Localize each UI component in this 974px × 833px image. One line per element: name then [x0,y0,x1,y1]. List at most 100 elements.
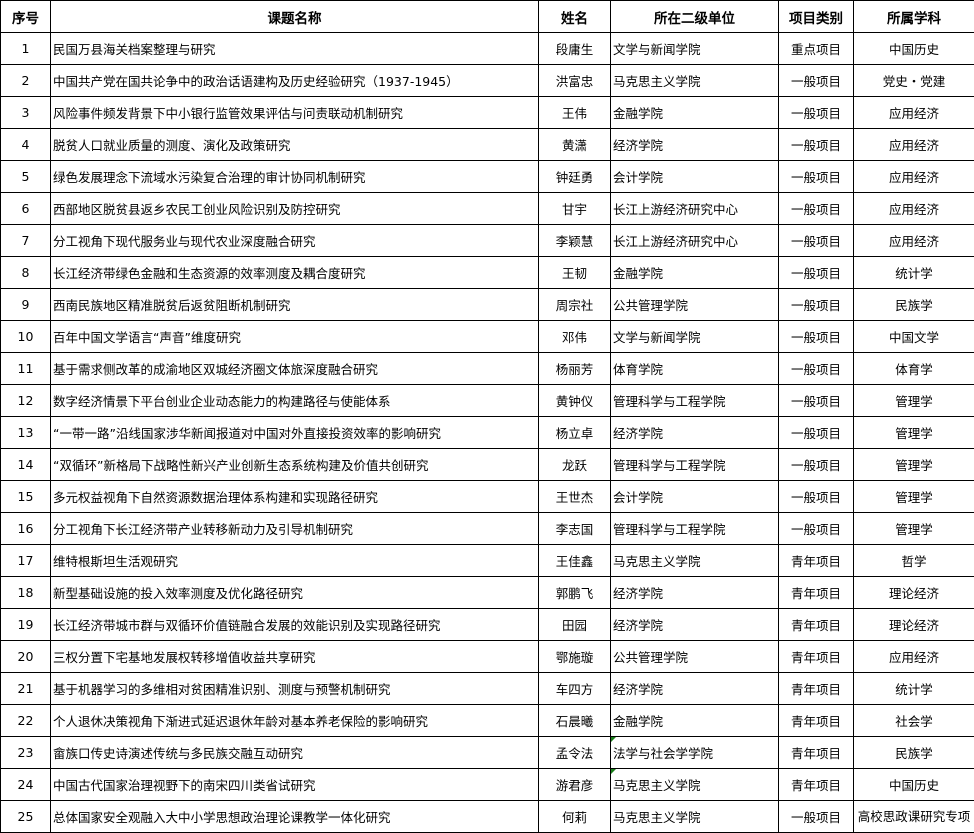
cell-title[interactable]: 中国古代国家治理视野下的南宋四川类省试研究 [50,768,539,801]
cell-subject[interactable]: 民族学 [853,288,974,321]
cell-type[interactable]: 一般项目 [778,480,854,513]
cell-unit[interactable]: 管理科学与工程学院 [610,512,779,545]
cell-type[interactable]: 一般项目 [778,384,854,417]
cell-unit[interactable]: 经济学院 [610,576,779,609]
cell-unit[interactable]: 经济学院 [610,672,779,705]
cell-title[interactable]: 多元权益视角下自然资源数据治理体系构建和实现路径研究 [50,480,539,513]
cell-name[interactable]: 游君彦 [538,768,611,801]
cell-no[interactable]: 7 [0,224,51,257]
cell-no[interactable]: 11 [0,352,51,385]
cell-type[interactable]: 青年项目 [778,736,854,769]
cell-no[interactable]: 14 [0,448,51,481]
cell-subject[interactable]: 社会学 [853,704,974,737]
cell-title[interactable]: 百年中国文学语言“声音”维度研究 [50,320,539,353]
cell-no[interactable]: 9 [0,288,51,321]
cell-no[interactable]: 6 [0,192,51,225]
cell-title[interactable]: 风险事件频发背景下中小银行监管效果评估与问责联动机制研究 [50,96,539,129]
cell-unit[interactable]: 文学与新闻学院 [610,32,779,65]
cell-unit[interactable]: 经济学院 [610,416,779,449]
cell-type[interactable]: 一般项目 [778,256,854,289]
cell-no[interactable]: 21 [0,672,51,705]
cell-subject[interactable]: 高校思政课研究专项 [853,800,974,833]
cell-unit[interactable]: 马克思主义学院 [610,768,779,801]
cell-unit[interactable]: 马克思主义学院 [610,544,779,577]
cell-subject[interactable]: 应用经济 [853,192,974,225]
cell-subject[interactable]: 中国文学 [853,320,974,353]
cell-name[interactable]: 邓伟 [538,320,611,353]
cell-type[interactable]: 一般项目 [778,416,854,449]
cell-type[interactable]: 重点项目 [778,32,854,65]
cell-name[interactable]: 郭鹏飞 [538,576,611,609]
cell-title[interactable]: 绿色发展理念下流域水污染复合治理的审计协同机制研究 [50,160,539,193]
cell-title[interactable]: 长江经济带绿色金融和生态资源的效率测度及耦合度研究 [50,256,539,289]
cell-subject[interactable]: 统计学 [853,672,974,705]
cell-no[interactable]: 25 [0,800,51,833]
cell-type[interactable]: 青年项目 [778,672,854,705]
cell-type[interactable]: 一般项目 [778,352,854,385]
cell-name[interactable]: 石晨曦 [538,704,611,737]
cell-name[interactable]: 段庸生 [538,32,611,65]
cell-no[interactable]: 3 [0,96,51,129]
cell-name[interactable]: 龙跃 [538,448,611,481]
cell-type[interactable]: 一般项目 [778,800,854,833]
cell-no[interactable]: 2 [0,64,51,97]
cell-no[interactable]: 19 [0,608,51,641]
cell-type[interactable]: 一般项目 [778,160,854,193]
cell-type[interactable]: 青年项目 [778,544,854,577]
cell-unit[interactable]: 马克思主义学院 [610,800,779,833]
cell-name[interactable]: 何莉 [538,800,611,833]
cell-title[interactable]: 分工视角下现代服务业与现代农业深度融合研究 [50,224,539,257]
cell-subject[interactable]: 管理学 [853,512,974,545]
cell-unit[interactable]: 金融学院 [610,256,779,289]
cell-title[interactable]: 维特根斯坦生活观研究 [50,544,539,577]
cell-title[interactable]: “双循环”新格局下战略性新兴产业创新生态系统构建及价值共创研究 [50,448,539,481]
cell-subject[interactable]: 理论经济 [853,576,974,609]
cell-title[interactable]: 西部地区脱贫县返乡农民工创业风险识别及防控研究 [50,192,539,225]
cell-name[interactable]: 王伟 [538,96,611,129]
cell-subject[interactable]: 管理学 [853,480,974,513]
cell-subject[interactable]: 中国历史 [853,32,974,65]
cell-name[interactable]: 黄钟仪 [538,384,611,417]
cell-name[interactable]: 车四方 [538,672,611,705]
cell-no[interactable]: 23 [0,736,51,769]
cell-no[interactable]: 24 [0,768,51,801]
cell-type[interactable]: 青年项目 [778,768,854,801]
cell-title[interactable]: 中国共产党在国共论争中的政治话语建构及历史经验研究（1937-1945） [50,64,539,97]
cell-no[interactable]: 20 [0,640,51,673]
cell-subject[interactable]: 党史・党建 [853,64,974,97]
cell-title[interactable]: 个人退休决策视角下渐进式延迟退休年龄对基本养老保险的影响研究 [50,704,539,737]
cell-subject[interactable]: 民族学 [853,736,974,769]
cell-name[interactable]: 甘宇 [538,192,611,225]
cell-name[interactable]: 钟廷勇 [538,160,611,193]
cell-no[interactable]: 22 [0,704,51,737]
cell-name[interactable]: 鄂施璇 [538,640,611,673]
cell-unit[interactable]: 经济学院 [610,608,779,641]
cell-no[interactable]: 17 [0,544,51,577]
cell-no[interactable]: 10 [0,320,51,353]
cell-type[interactable]: 一般项目 [778,224,854,257]
cell-unit[interactable]: 公共管理学院 [610,288,779,321]
cell-title[interactable]: 畲族口传史诗演述传统与多民族交融互动研究 [50,736,539,769]
cell-title[interactable]: 基于机器学习的多维相对贫困精准识别、测度与预警机制研究 [50,672,539,705]
cell-subject[interactable]: 管理学 [853,416,974,449]
cell-title[interactable]: 民国万县海关档案整理与研究 [50,32,539,65]
cell-no[interactable]: 1 [0,32,51,65]
cell-no[interactable]: 16 [0,512,51,545]
cell-unit[interactable]: 马克思主义学院 [610,64,779,97]
cell-subject[interactable]: 应用经济 [853,128,974,161]
cell-unit[interactable]: 管理科学与工程学院 [610,384,779,417]
cell-unit[interactable]: 金融学院 [610,96,779,129]
cell-type[interactable]: 青年项目 [778,640,854,673]
cell-title[interactable]: 脱贫人口就业质量的测度、演化及政策研究 [50,128,539,161]
cell-title[interactable]: 新型基础设施的投入效率测度及优化路径研究 [50,576,539,609]
cell-name[interactable]: 杨立卓 [538,416,611,449]
cell-unit[interactable]: 文学与新闻学院 [610,320,779,353]
cell-type[interactable]: 一般项目 [778,96,854,129]
cell-name[interactable]: 王韧 [538,256,611,289]
cell-unit[interactable]: 体育学院 [610,352,779,385]
cell-type[interactable]: 一般项目 [778,288,854,321]
cell-type[interactable]: 一般项目 [778,128,854,161]
cell-subject[interactable]: 管理学 [853,384,974,417]
cell-unit[interactable]: 公共管理学院 [610,640,779,673]
cell-title[interactable]: 西南民族地区精准脱贫后返贫阻断机制研究 [50,288,539,321]
